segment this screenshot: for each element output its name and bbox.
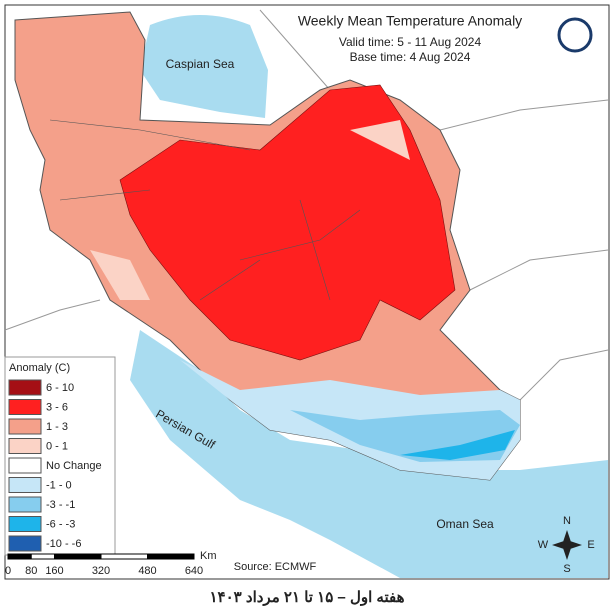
legend-swatch bbox=[8, 535, 42, 552]
legend-label: -3 - -1 bbox=[46, 499, 75, 511]
scale-label: 640 bbox=[185, 565, 203, 577]
title: Weekly Mean Temperature Anomaly bbox=[298, 13, 522, 29]
legend-label: 6 - 10 bbox=[46, 382, 74, 394]
scale-segment bbox=[7, 553, 32, 560]
scale-label: 0 bbox=[5, 565, 11, 577]
scale-segment bbox=[147, 553, 195, 560]
scale-label: 80 bbox=[25, 565, 37, 577]
legend: Anomaly (C) 6 - 10 3 - 6 1 - 3 0 - 1 No Chan… bbox=[4, 356, 116, 556]
legend-title: Anomaly (C) bbox=[9, 362, 70, 374]
source: Source: ECMWF bbox=[234, 561, 317, 573]
legend-swatch bbox=[8, 399, 42, 415]
legend-swatch bbox=[8, 379, 42, 396]
legend-label: 3 - 6 bbox=[46, 401, 68, 413]
caspian-label: Caspian Sea bbox=[166, 57, 235, 71]
legend-label: No Change bbox=[46, 460, 102, 472]
footer: هفته اول – ۱۵ تا ۲۱ مرداد ۱۴۰۳ bbox=[210, 589, 405, 606]
borders bbox=[4, 9, 609, 401]
legend-swatch bbox=[8, 496, 42, 513]
compass-e: E bbox=[587, 539, 594, 551]
scale-label: 480 bbox=[138, 565, 156, 577]
caspian-sea bbox=[140, 15, 268, 118]
scale-segment bbox=[30, 553, 55, 560]
logo bbox=[557, 17, 593, 53]
compass-w: W bbox=[538, 539, 549, 551]
valid-time: Valid time: 5 - 11 Aug 2024 bbox=[339, 35, 482, 49]
iran-anomaly-minus6-minus3 bbox=[400, 430, 515, 460]
scale-unit: Km bbox=[200, 550, 217, 562]
legend-label: -6 - -3 bbox=[46, 518, 75, 530]
compass bbox=[552, 530, 582, 560]
legend-label: 1 - 3 bbox=[46, 421, 68, 433]
scale-label: 320 bbox=[92, 565, 110, 577]
iran-anomaly-0-1 bbox=[90, 120, 410, 300]
oman-label: Oman Sea bbox=[436, 517, 494, 531]
scale-segment bbox=[100, 553, 148, 560]
legend-swatch bbox=[8, 516, 42, 532]
legend-label: -1 - 0 bbox=[46, 479, 72, 491]
legend-swatch bbox=[8, 457, 42, 474]
legend-label: -10 - -6 bbox=[46, 538, 81, 550]
legend-swatch bbox=[8, 438, 42, 454]
province-borders bbox=[49, 119, 361, 301]
scale-bar: Km 0 80 160 320 480 640 bbox=[5, 550, 217, 577]
compass-n: N bbox=[563, 515, 571, 527]
base-time: Base time: 4 Aug 2024 bbox=[350, 50, 471, 64]
legend-swatch bbox=[8, 418, 42, 435]
legend-swatch bbox=[8, 477, 42, 493]
legend-label: 0 - 1 bbox=[46, 440, 68, 452]
iran-anomaly-3-6 bbox=[119, 84, 456, 361]
scale-label: 160 bbox=[45, 565, 63, 577]
scale-segment bbox=[54, 553, 102, 560]
compass-s: S bbox=[563, 563, 570, 575]
